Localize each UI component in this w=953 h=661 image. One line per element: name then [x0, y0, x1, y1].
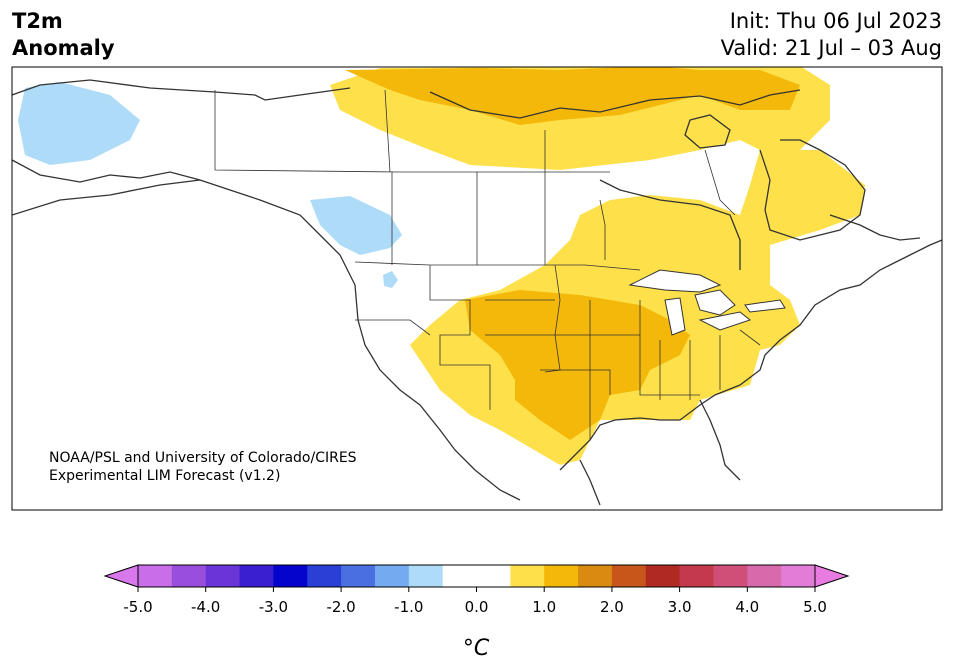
colorbar-segment	[408, 565, 444, 587]
great-lakes	[628, 269, 786, 336]
colorbar-tick-label: -1.0	[394, 598, 423, 616]
colorbar-segment	[307, 565, 342, 587]
colorbar-unit-label: °C	[462, 636, 490, 661]
colorbar-segment	[747, 565, 782, 587]
colorbar-segment	[442, 565, 477, 587]
colorbar-segment	[476, 565, 511, 587]
colorbar-segment	[273, 565, 308, 587]
colorbar-tick-label: -3.0	[259, 598, 288, 616]
init-date: Init: Thu 06 Jul 2023	[729, 9, 942, 33]
colorbar-segment	[713, 565, 748, 587]
forecast-dates: Init: Thu 06 Jul 2023 Valid: 21 Jul – 03…	[721, 8, 942, 62]
map-frame	[11, 66, 943, 511]
warm-anomaly-mid	[345, 67, 800, 440]
colorbar-segment	[611, 565, 647, 587]
political-boundaries	[214, 89, 761, 440]
coastlines	[12, 79, 942, 506]
colorbar-tick-label: 3.0	[668, 598, 692, 616]
valid-date: Valid: 21 Jul – 03 Aug	[720, 36, 942, 60]
colorbar-tick-label: -4.0	[191, 598, 220, 616]
cold-anomaly-light	[18, 82, 402, 288]
colorbar-tick-label: 4.0	[735, 598, 759, 616]
colorbar-segment	[341, 565, 376, 587]
colorbar-tick-label: -5.0	[123, 598, 152, 616]
colorbar-tick-label: 2.0	[600, 598, 624, 616]
colorbar-tick-label: 5.0	[803, 598, 827, 616]
map-title: T2m Anomaly	[12, 8, 115, 62]
colorbar-segment	[544, 565, 579, 587]
colorbar-segment	[578, 565, 613, 587]
colorbar-tick-label: -2.0	[326, 598, 355, 616]
title-line-1: T2m	[12, 9, 63, 33]
colorbar-under-arrow	[103, 564, 139, 588]
colorbar-segment	[374, 565, 410, 587]
colorbar-over-arrow	[814, 564, 850, 588]
colorbar-segment	[679, 565, 714, 587]
colorbar-segment	[239, 565, 274, 587]
credit-line-1: NOAA/PSL and University of Colorado/CIRE…	[49, 450, 357, 466]
colorbar-segment	[781, 565, 816, 587]
colorbar-segment	[171, 565, 207, 587]
colorbar-tick-label: 1.0	[532, 598, 556, 616]
credit-text: NOAA/PSL and University of Colorado/CIRE…	[49, 449, 357, 485]
colorbar-segment	[510, 565, 545, 587]
colorbar-segment	[138, 565, 173, 587]
colorbar-segment	[645, 565, 681, 587]
colorbar-tick-label: 0.0	[465, 598, 489, 616]
credit-line-2: Experimental LIM Forecast (v1.2)	[49, 468, 281, 484]
title-line-2: Anomaly	[12, 36, 115, 60]
colorbar-segment	[205, 565, 241, 587]
